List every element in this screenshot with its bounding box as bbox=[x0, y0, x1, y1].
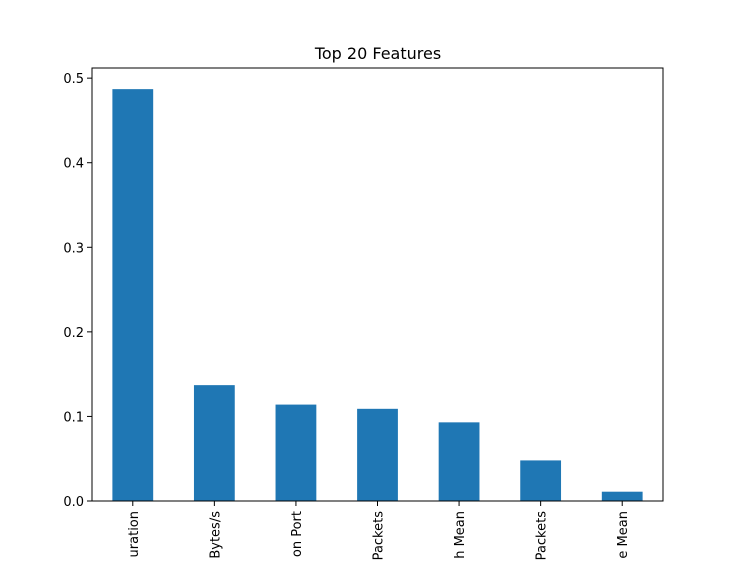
x-tick-label: uration bbox=[127, 511, 142, 557]
y-tick-label: 0.5 bbox=[63, 72, 84, 87]
y-axis: 0.0 0.1 0.2 0.3 0.4 0.5 bbox=[63, 72, 92, 510]
chart-title: Top 20 Features bbox=[314, 44, 441, 63]
x-tick-label: h Mean bbox=[453, 511, 468, 559]
y-tick-label: 0.2 bbox=[63, 326, 84, 341]
y-tick-label: 0.3 bbox=[63, 241, 84, 256]
x-axis: uration Bytes/s on Port Packets h Mean Packet… bbox=[127, 501, 631, 560]
bar-6 bbox=[601, 491, 643, 501]
y-tick-label: 0.1 bbox=[63, 410, 84, 425]
bar-1 bbox=[193, 385, 235, 501]
x-tick-label: Bytes/s bbox=[208, 511, 223, 559]
bar-2 bbox=[275, 404, 317, 501]
x-tick-label: on Port bbox=[290, 511, 305, 557]
y-tick-label: 0.4 bbox=[63, 157, 84, 172]
plot-frame bbox=[91, 67, 664, 502]
bars-group bbox=[112, 89, 643, 501]
bar-4 bbox=[438, 422, 480, 501]
x-tick-label: Packets bbox=[535, 511, 550, 561]
bar-0 bbox=[112, 89, 154, 501]
x-tick-label: Packets bbox=[372, 511, 387, 561]
x-tick-label: e Mean bbox=[616, 511, 631, 559]
bar-3 bbox=[357, 408, 398, 501]
y-tick-label: 0.0 bbox=[63, 495, 84, 510]
bar-5 bbox=[520, 460, 562, 501]
